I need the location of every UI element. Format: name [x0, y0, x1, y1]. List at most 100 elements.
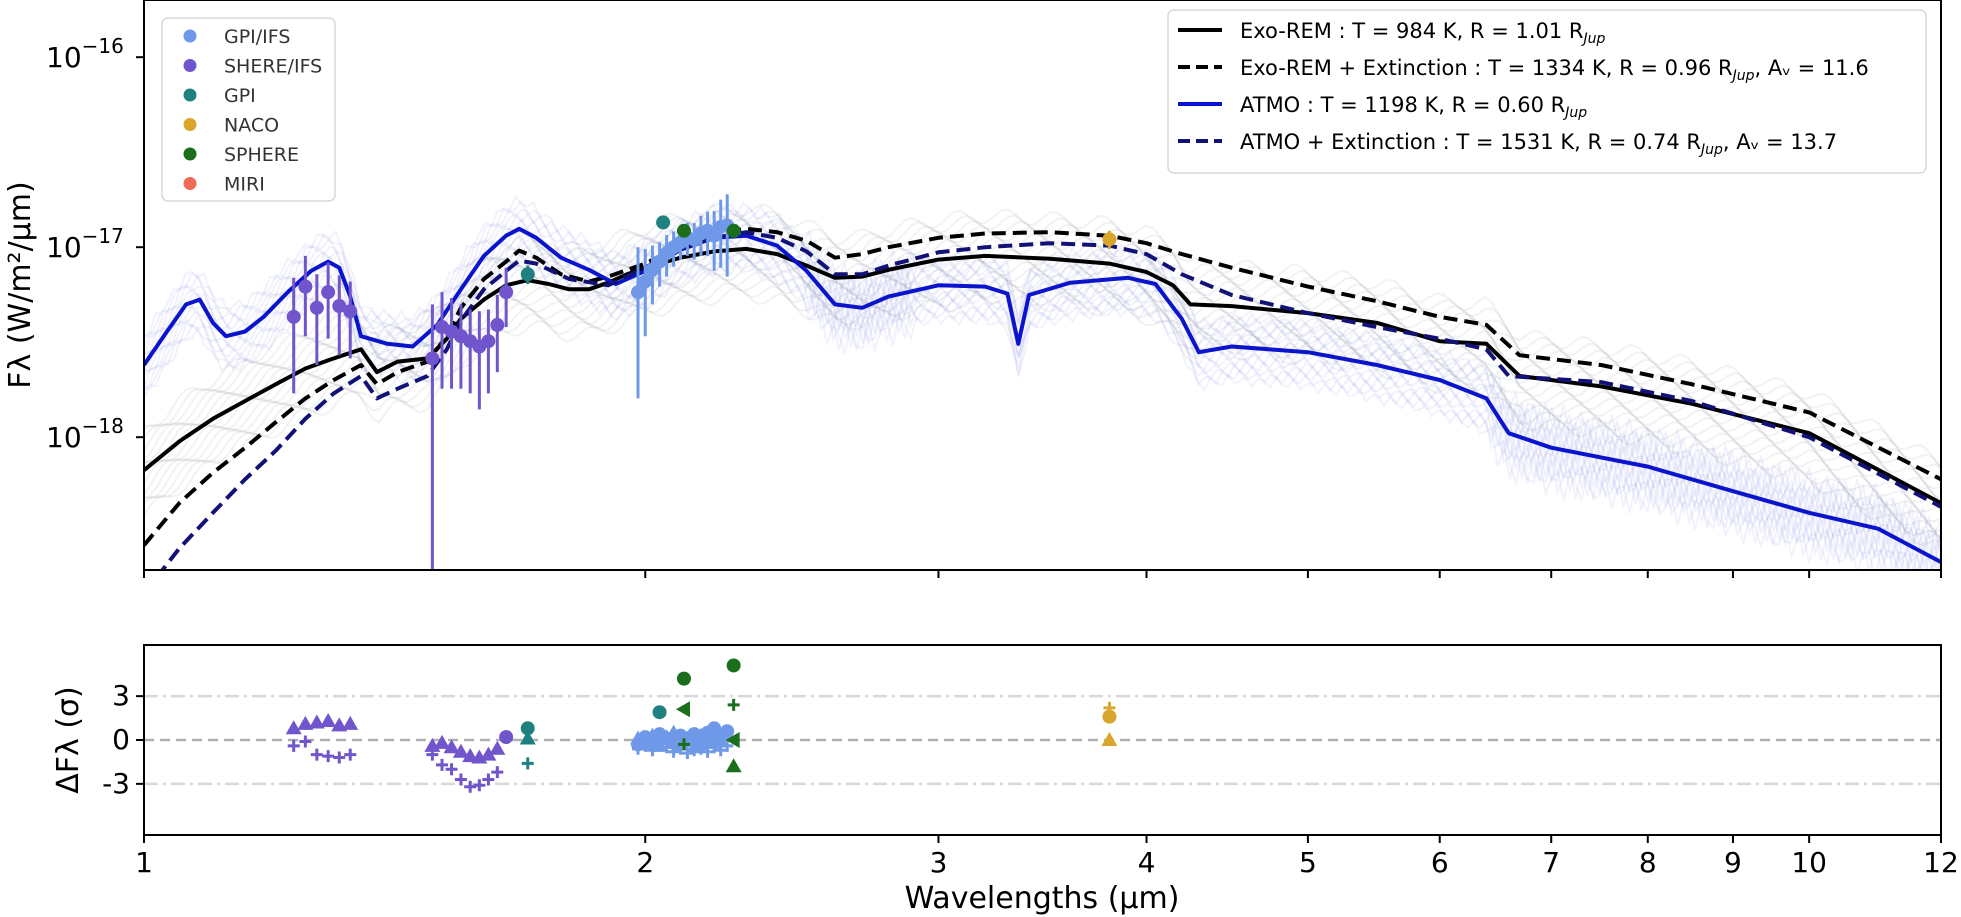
x-tick-label: 4 [1138, 846, 1156, 879]
datapoint-shere-ifs [499, 285, 514, 300]
spectrum-y-axis-title: Fλ (W/m²/μm) [3, 181, 38, 388]
residual-triangle-shere-ifs [342, 715, 359, 730]
residual-triangle-sphere [725, 758, 742, 773]
residual-plus-shere-ifs [333, 751, 346, 764]
residual-plus-shere-ifs [426, 748, 439, 761]
residual-plus-shere-ifs [344, 748, 357, 761]
residual-markers [285, 658, 1118, 793]
residual-triangle-naco [1101, 732, 1118, 746]
residual-plus-shere-ifs [436, 758, 449, 771]
residual-circle-naco [1102, 709, 1117, 724]
residual-plus-gpi [521, 757, 534, 770]
y-tick-label: 10−18 [46, 414, 124, 454]
residual-plus-sphere [677, 738, 690, 751]
residual-plus-gpi-ifs [721, 739, 734, 752]
legend-label: GPI [224, 85, 256, 107]
x-tick-label: 7 [1542, 846, 1560, 879]
x-tick-label: 1 [135, 846, 153, 879]
y-tick-label: -3 [102, 767, 130, 800]
legend-label: NACO [224, 115, 279, 137]
legend-marker [183, 59, 197, 72]
legend-marker [183, 29, 197, 43]
datapoint-gpi-ifs [638, 274, 653, 289]
legend-instruments: GPI/IFS SHERE/IFS GPI NACO SPHERE MIRI [161, 17, 336, 202]
residual-plus-gpi-ifs [701, 745, 714, 758]
observed-photometry [286, 194, 1117, 570]
residual-plus-shere-ifs [299, 735, 312, 748]
residual-plus-shere-ifs [473, 779, 486, 792]
legend-marker [183, 118, 197, 131]
x-tick-label: 9 [1724, 846, 1742, 879]
residual-plus-gpi-ifs [708, 741, 721, 754]
x-tick-label: 3 [930, 846, 948, 879]
residuals-y-axis-title: ΔFλ (σ) [51, 686, 86, 794]
x-tick-label: 10 [1791, 846, 1827, 879]
residual-plus-shere-ifs [322, 750, 335, 763]
residual-triangle-shere-ifs [489, 740, 506, 755]
residuals-frame [143, 644, 1942, 836]
datapoint-gpi-ifs [630, 285, 645, 300]
legend-label: SHERE/IFS [224, 56, 322, 78]
residual-triangle-shere-ifs [320, 713, 337, 727]
datapoint-sphere [726, 223, 741, 238]
residual-plus-shere-ifs [445, 763, 458, 776]
x-tick-label: 6 [1431, 846, 1449, 879]
spectrum-x-ticks [143, 570, 1942, 578]
legend-label: Exo-REM + Extinction : T = 1334 K, R = 0… [1240, 56, 1869, 84]
legend-marker [183, 177, 197, 190]
x-tick-label: 2 [636, 846, 654, 879]
datapoint-sphere [676, 223, 691, 238]
residual-triangle-shere-ifs [297, 715, 314, 730]
residual-plus-gpi-ifs [681, 747, 694, 760]
residual-triangle-gpi [519, 730, 536, 745]
datapoint-shere-ifs [343, 304, 358, 319]
datapoint-naco [1102, 232, 1117, 247]
x-tick-label: 8 [1639, 846, 1657, 879]
residual-circle-sphere [676, 671, 691, 686]
residual-plus-shere-ifs [482, 773, 495, 786]
residual-triangle-shere-ifs [434, 734, 451, 749]
residuals-y-axis: 3 0 -3 [102, 679, 144, 800]
spectrum-frame [143, 0, 1942, 571]
legend-label: SPHERE [224, 144, 299, 166]
residual-circle-sphere [726, 658, 741, 673]
legend-label: ATMO : T = 1198 K, R = 0.60 RJup [1240, 93, 1587, 121]
residual-reference-lines [144, 694, 1941, 786]
datapoint-shere-ifs [286, 309, 301, 324]
residual-triangle-shere-ifs [452, 743, 469, 758]
spectrum-y-axis: 10−16 10−17 10−18 [46, 34, 144, 454]
residual-plus-shere-ifs [454, 773, 467, 786]
legend-label: GPI/IFS [224, 26, 290, 48]
legend-marker [183, 147, 197, 161]
residual-plus-shere-ifs [287, 739, 300, 752]
datapoint-gpi [656, 215, 671, 230]
y-tick-label: 0 [112, 723, 130, 756]
legend-models: Exo-REM : T = 984 K, R = 1.01 RJup Exo-RE… [1167, 9, 1927, 174]
residuals-x-axis: 1 2 3 4 5 6 7 8 9 10 12 [135, 835, 1959, 879]
x-axis-title: Wavelengths (μm) [905, 881, 1180, 916]
datapoint-shere-ifs [298, 279, 313, 294]
residual-plus-shere-ifs [310, 748, 323, 761]
residual-triangle-shere-ifs [480, 746, 497, 761]
datapoint-shere-ifs [425, 351, 440, 366]
model-grid-line-blue [144, 207, 1941, 560]
datapoint-shere-ifs [321, 285, 336, 300]
residual-plus-shere-ifs [491, 766, 504, 779]
datapoint-shere-ifs [481, 334, 496, 349]
residual-triangle-shere-ifs [308, 714, 325, 729]
datapoint-shere-ifs [309, 300, 324, 315]
datapoint-gpi [520, 267, 535, 282]
x-tick-label: 5 [1299, 846, 1317, 879]
datapoint-shere-ifs [490, 317, 505, 332]
residuals-panel: 30-3 1 2 3 4 5 6 7 8 9 10 12 ΔFλ (σ) Wavelengths (… [51, 644, 1959, 916]
residual-left-triangle-sphere [725, 732, 740, 748]
residual-circle-shere-ifs [499, 730, 514, 745]
legend-label: Exo-REM : T = 984 K, R = 1.01 RJup [1240, 19, 1606, 47]
x-tick-label: 12 [1923, 846, 1959, 879]
y-tick-label: 10−16 [46, 34, 124, 74]
datapoint-shere-ifs [332, 299, 347, 314]
legend-label: ATMO + Extinction : T = 1531 K, R = 0.74… [1240, 130, 1837, 158]
residual-circle-gpi [652, 705, 667, 720]
spectrum-panel: 10−16 10−17 10−18 Fλ (W/m²/μm) GPI/IFS SHER… [3, 0, 1942, 578]
